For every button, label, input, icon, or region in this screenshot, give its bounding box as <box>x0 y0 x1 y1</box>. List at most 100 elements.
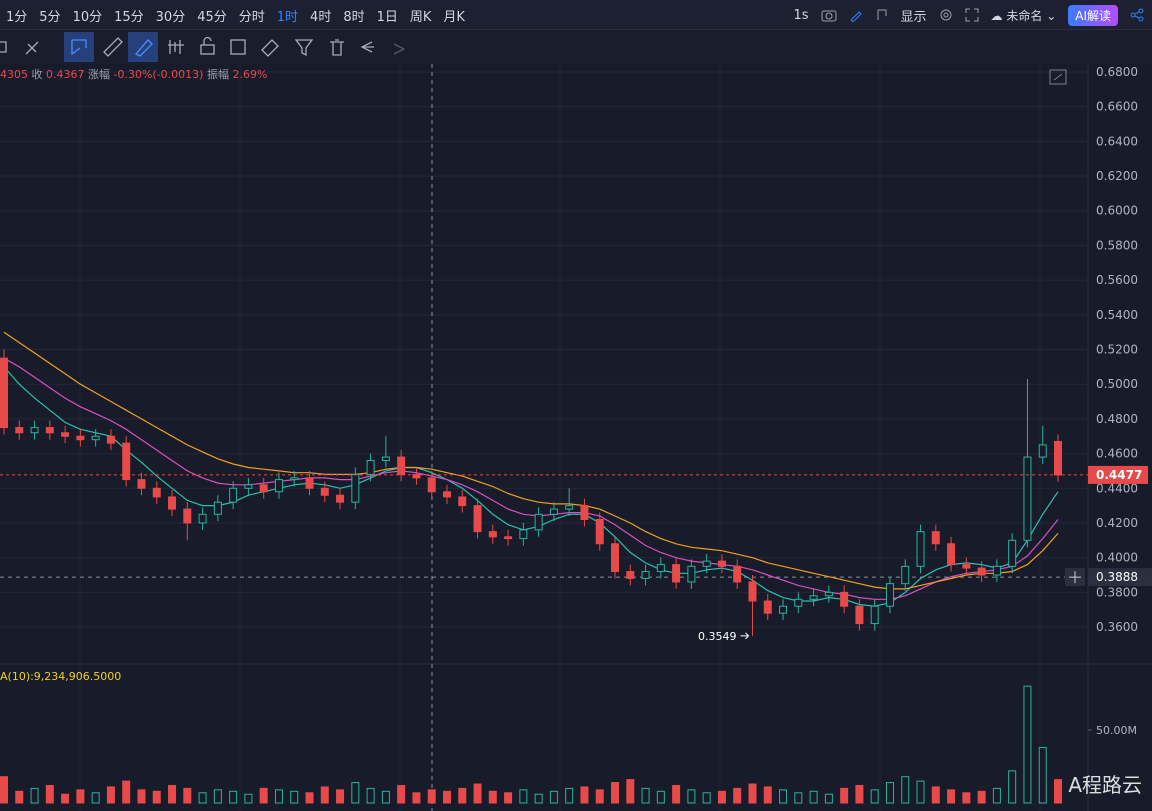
drawing-toolbar <box>0 30 1152 64</box>
interval-button[interactable]: 月K <box>443 9 465 25</box>
settings-icon[interactable] <box>939 8 953 22</box>
share-icon[interactable] <box>1130 8 1144 22</box>
ohlc-info: 4305 收 0.4367 涨幅 -0.30%(-0.0013) 振幅 2.69… <box>0 66 267 82</box>
y-tick-label: 0.3600 <box>1096 620 1138 634</box>
candle-body <box>916 531 925 567</box>
interval-button[interactable]: 1时 <box>276 9 299 25</box>
volume-bar <box>870 789 879 804</box>
candle-body <box>198 513 207 524</box>
y-tick-label: 0.6400 <box>1096 134 1138 148</box>
interval-button[interactable]: 1日 <box>376 9 398 25</box>
interval-button[interactable]: 15分 <box>114 9 144 25</box>
candle-body <box>213 501 222 515</box>
volume-bar <box>885 782 894 804</box>
tool-icon[interactable] <box>168 40 184 54</box>
pen-icon[interactable] <box>849 8 863 22</box>
candle-body <box>488 531 497 538</box>
tool-icon <box>393 43 405 55</box>
tool-icon[interactable] <box>230 39 246 55</box>
tool-icon[interactable] <box>200 44 215 55</box>
candle-body <box>0 357 8 429</box>
volume-bar <box>397 784 406 804</box>
volume-bar <box>931 786 940 804</box>
volume-bar <box>901 776 910 804</box>
candle-body <box>366 460 375 475</box>
candle-body <box>397 456 406 475</box>
speed[interactable]: 1s <box>793 7 809 23</box>
tool-active[interactable] <box>128 32 158 62</box>
tool-icon[interactable] <box>261 39 279 57</box>
interval-button[interactable]: 8时 <box>343 9 365 25</box>
candle-body <box>794 598 803 607</box>
volume-bar <box>595 789 604 804</box>
tool-icon[interactable] <box>71 39 87 56</box>
candle-body <box>656 564 665 573</box>
volume-bar <box>626 779 635 804</box>
interval-button[interactable]: 30分 <box>155 9 186 25</box>
ma-line <box>3 366 1059 607</box>
fullscreen-icon[interactable] <box>965 8 979 22</box>
candle-body <box>458 496 467 507</box>
candle-body <box>519 529 528 540</box>
interval-button[interactable]: 10分 <box>72 9 103 25</box>
y-tick-label: 0.4800 <box>1096 412 1138 426</box>
ai-button[interactable]: AI解读 <box>1068 4 1118 26</box>
volume-bar <box>137 789 146 804</box>
candle-body <box>442 491 451 498</box>
volume-bar <box>213 789 222 804</box>
display-button[interactable]: 显示 <box>900 9 927 25</box>
interval-button[interactable]: 周K <box>409 9 432 25</box>
candle-body <box>168 496 177 510</box>
y-tick-label: 0.5400 <box>1096 308 1138 322</box>
tool-icon[interactable] <box>294 39 314 57</box>
frame-icon[interactable] <box>875 8 889 22</box>
volume-bar <box>290 790 299 804</box>
candle-body <box>1054 440 1062 476</box>
interval-button[interactable]: 4时 <box>310 9 332 25</box>
candle-body <box>45 427 54 434</box>
volume-bar <box>534 793 543 804</box>
candle-body <box>183 508 192 524</box>
tool-icon[interactable] <box>103 37 123 57</box>
volume-bar <box>1023 685 1032 804</box>
interval-button[interactable]: 分时 <box>238 9 265 25</box>
volume-bar <box>748 783 757 804</box>
volume-bar <box>519 789 528 804</box>
candle-body <box>779 605 788 614</box>
volume-tick-label: 50.00M <box>1096 724 1137 737</box>
tool-icon[interactable] <box>360 41 374 53</box>
tool-active[interactable] <box>64 32 94 62</box>
candle-body <box>855 605 864 625</box>
camera-icon[interactable] <box>821 8 837 22</box>
tool-icon[interactable] <box>25 41 39 55</box>
candle-body <box>91 435 100 441</box>
tool-icon[interactable] <box>203 36 212 46</box>
interval-button[interactable]: 1分 <box>6 9 28 25</box>
candle-body <box>122 442 131 481</box>
toolbar-right: 1s 显示 ☁ 未命名 ⌄ AI解读 <box>793 0 1144 30</box>
volume-bar <box>549 790 558 804</box>
candle-body <box>702 560 711 567</box>
candle-body <box>763 600 772 614</box>
layout-name[interactable]: ☁ 未命名 ⌄ <box>990 8 1057 23</box>
candle-body <box>626 571 635 579</box>
volume-bar <box>733 787 742 804</box>
watermark: A程路云 <box>1068 773 1142 797</box>
info-prefix: 4305 <box>0 68 28 81</box>
tool-icon[interactable] <box>0 41 7 53</box>
interval-list: 1分 5分 10分 15分 30分 45分 分时 1时 4时 8时 1日 周K 月K <box>6 0 465 30</box>
last-price-label: 0.4477 <box>1096 468 1142 482</box>
interval-button[interactable]: 5分 <box>39 9 61 25</box>
interval-button[interactable]: 45分 <box>197 9 227 25</box>
volume-bar <box>687 789 696 804</box>
top-toolbar: 1分 5分 10分 15分 30分 45分 分时 1时 4时 8时 1日 周K 月K 1s 显示 ☁ 未… <box>0 0 1152 30</box>
tool-icon[interactable] <box>330 39 344 56</box>
info-label: 收 <box>31 68 43 81</box>
info-value: 2.69% <box>232 68 268 81</box>
tool-icon[interactable] <box>134 39 153 57</box>
volume-bar <box>641 787 650 804</box>
candle-body <box>947 543 956 566</box>
volume-bar <box>320 786 329 804</box>
